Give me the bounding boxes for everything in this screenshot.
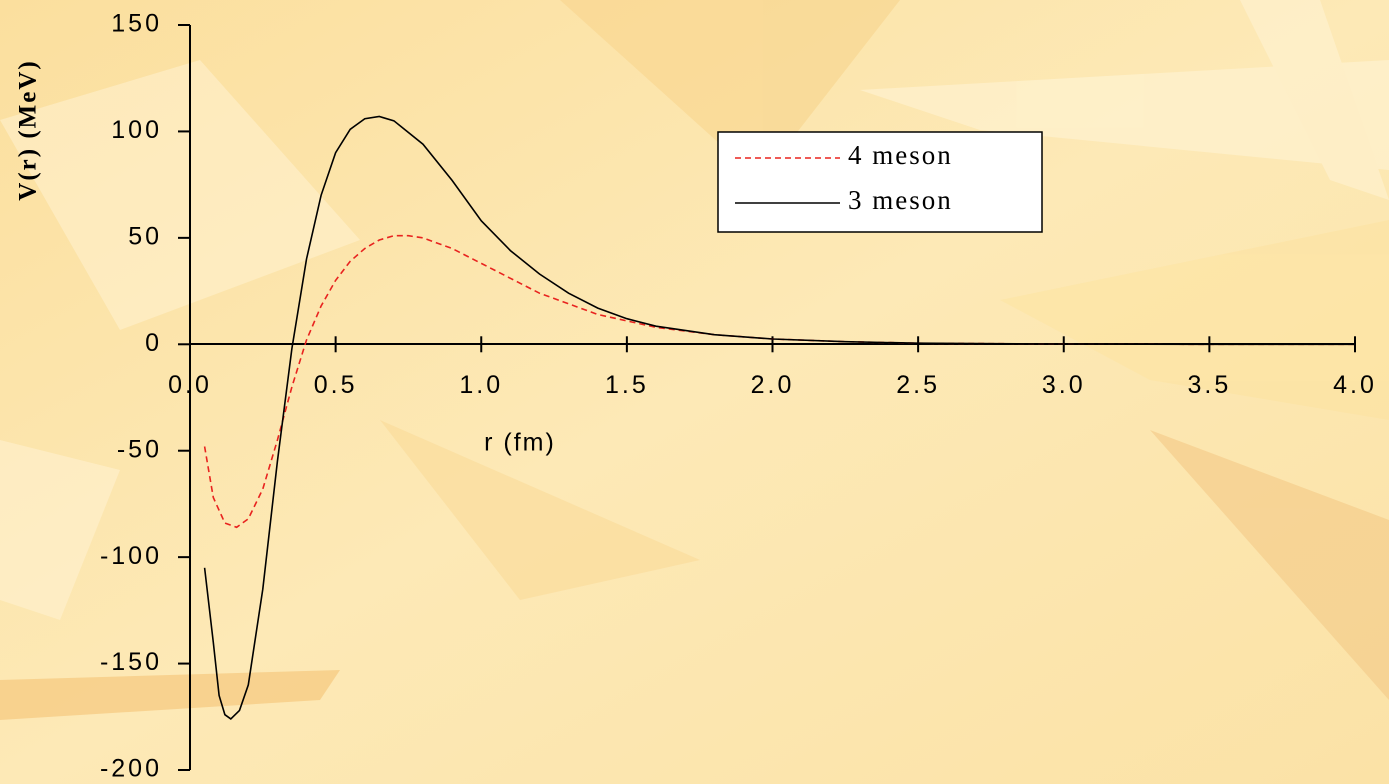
y-tick-label: 0 (145, 329, 162, 357)
y-tick-label: 150 (111, 10, 162, 38)
x-tick-label: 4.0 (1333, 371, 1377, 399)
background-leaves (0, 0, 1389, 720)
x-tick-label: 3.5 (1187, 371, 1231, 399)
y-tick-label: -100 (100, 542, 162, 570)
y-tick-label: 50 (128, 222, 162, 250)
x-tick-label: 3.0 (1042, 371, 1086, 399)
y-tick-label: 100 (111, 116, 162, 144)
x-tick-label: 2.5 (896, 371, 940, 399)
y-axis-title: V(r) (MeV) (15, 59, 42, 200)
x-tick-label: 2.0 (751, 371, 795, 399)
legend-box (717, 131, 1043, 233)
x-tick-label: 1.5 (605, 371, 649, 399)
x-tick-label: 1.0 (459, 371, 503, 399)
y-tick-label: -150 (100, 648, 162, 676)
x-tick-label: 0.0 (168, 371, 212, 399)
legend-label: 4 meson (848, 140, 953, 170)
x-axis-title: r (fm) (484, 429, 556, 457)
y-tick-label: -50 (117, 435, 162, 463)
line-series (203, 115, 1355, 720)
y-tick-label: -200 (100, 755, 162, 783)
legend-label: 3 meson (848, 185, 953, 215)
x-tick-label: 0.5 (314, 371, 358, 399)
